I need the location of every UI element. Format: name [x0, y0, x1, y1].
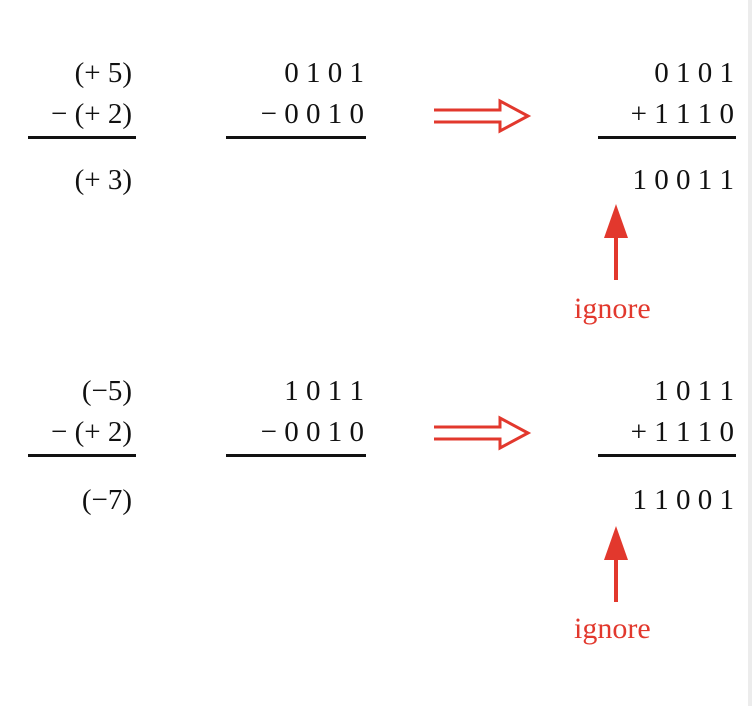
decimal-rule	[28, 136, 136, 139]
arrow-up-icon	[604, 204, 628, 280]
complement-sum: 1 1 0 0 1	[632, 484, 735, 516]
decimal-result: (+ 3)	[74, 164, 132, 196]
complement-sum: 1 0 0 1 1	[632, 164, 735, 196]
complement-rule	[598, 136, 736, 139]
binary-minuend: 0 1 0 1	[284, 57, 364, 89]
binary-subtrahend: − 0 0 1 0	[260, 416, 364, 448]
complement-augend: 1 0 1 1	[654, 375, 734, 407]
complement-augend: 0 1 0 1	[654, 57, 734, 89]
decimal-minuend: (−5)	[81, 375, 132, 407]
double-arrow-right-icon	[434, 98, 532, 134]
binary-subtrahend: − 0 0 1 0	[260, 98, 364, 130]
decimal-subtrahend: − (+ 2)	[50, 98, 132, 130]
decimal-rule	[28, 454, 136, 457]
decimal-result: (−7)	[81, 484, 132, 516]
binary-minuend: 1 0 1 1	[284, 375, 364, 407]
decimal-minuend: (+ 5)	[74, 57, 132, 89]
complement-addend: + 1 1 1 0	[630, 98, 734, 130]
ignore-label: ignore	[574, 612, 651, 645]
binary-rule	[226, 136, 366, 139]
decimal-subtrahend: − (+ 2)	[50, 416, 132, 448]
double-arrow-right-icon	[434, 415, 532, 451]
complement-addend: + 1 1 1 0	[630, 416, 734, 448]
arrow-up-icon	[604, 526, 628, 602]
page-edge	[748, 0, 752, 706]
binary-rule	[226, 454, 366, 457]
ignore-label: ignore	[574, 292, 651, 325]
complement-rule	[598, 454, 736, 457]
